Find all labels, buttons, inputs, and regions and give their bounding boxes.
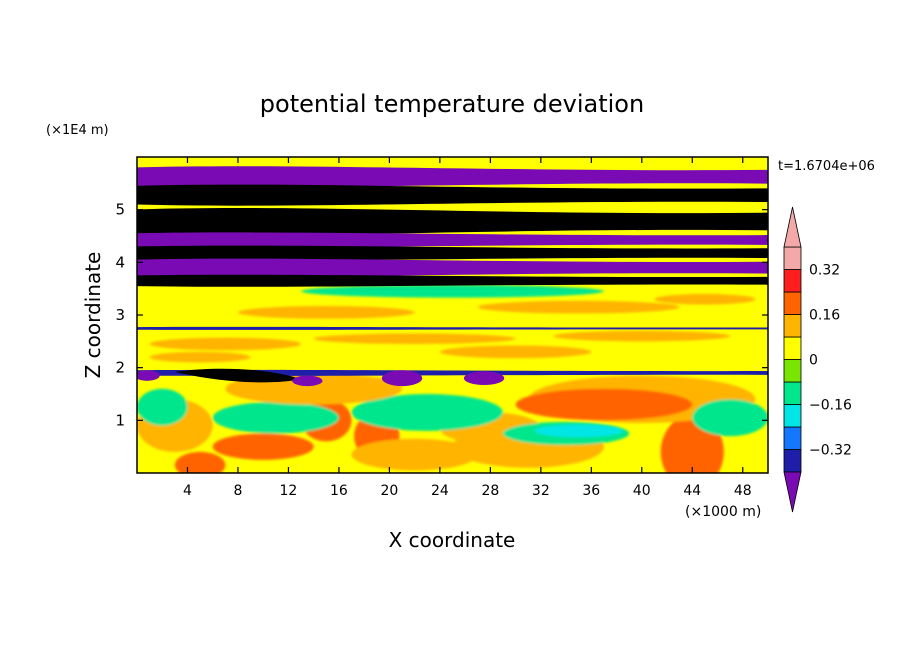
field-band xyxy=(137,166,768,188)
x-tick-label: 4 xyxy=(183,483,192,499)
field-blob xyxy=(439,345,592,359)
colorbar-label: −0.16 xyxy=(809,398,852,414)
x-tick-label: 28 xyxy=(481,483,499,499)
colorbar-segment xyxy=(783,269,802,293)
field-blob xyxy=(292,375,323,387)
y-axis-ticks: 1 2 3 4 5 xyxy=(115,201,768,429)
x-tick-label: 16 xyxy=(330,483,348,499)
field-band xyxy=(137,245,768,261)
y-tick-label: 5 xyxy=(115,201,125,219)
field-blob xyxy=(654,293,756,305)
x-tick-label: 20 xyxy=(380,483,398,499)
colorbar-segment xyxy=(783,359,802,383)
x-tick-label: 12 xyxy=(280,483,298,499)
colorbar-segment xyxy=(783,426,802,450)
y-tick-label: 1 xyxy=(115,411,125,429)
colorbar-bottom-triangle xyxy=(783,471,802,513)
x-axis-unit: (×1000 m) xyxy=(685,504,761,520)
field-blob xyxy=(515,388,693,421)
colorbar-segment xyxy=(783,291,802,315)
y-axis-label: Z coordinate xyxy=(81,252,105,379)
colorbar-top-triangle xyxy=(783,206,802,248)
field-band xyxy=(174,368,302,383)
x-tick-label: 36 xyxy=(582,483,600,499)
colorbar-label: 0.16 xyxy=(809,308,840,324)
field-band xyxy=(137,207,768,236)
field-blob xyxy=(313,333,516,344)
field-blob xyxy=(137,388,188,426)
x-tick-label: 8 xyxy=(233,483,242,499)
colorbar-segment xyxy=(783,404,802,428)
x-tick-label: 44 xyxy=(683,483,701,499)
colorbar-segment xyxy=(783,449,802,473)
time-label: t=1.6704e+06 xyxy=(778,159,875,174)
field-blob xyxy=(149,351,251,363)
field-band xyxy=(137,184,768,206)
field-blob xyxy=(534,424,623,438)
field-blob xyxy=(477,300,680,314)
colorbar-label: 0 xyxy=(809,353,818,369)
field-blob xyxy=(351,394,503,431)
field-blob xyxy=(212,401,339,434)
x-tick-label: 48 xyxy=(734,483,752,499)
field-blob xyxy=(149,337,302,351)
field-band xyxy=(137,258,768,277)
field-band xyxy=(137,326,768,330)
field-blob xyxy=(212,433,314,460)
y-tick-label: 3 xyxy=(115,306,125,324)
x-axis-label: X coordinate xyxy=(389,528,516,552)
colorbar-segment xyxy=(783,246,802,270)
x-tick-label: 40 xyxy=(633,483,651,499)
contour-field xyxy=(137,157,768,473)
field-blob xyxy=(237,306,415,319)
field-blob xyxy=(381,370,423,387)
field-blob xyxy=(692,399,768,437)
field-blob xyxy=(301,284,604,298)
y-tick-label: 2 xyxy=(115,359,125,377)
colorbar-segment xyxy=(783,381,802,405)
x-axis-ticks: 4 8 12 16 20 24 28 32 36 40 44 48 xyxy=(183,157,752,499)
colorbar: 0.32 0.16 0 −0.16 −0.32 xyxy=(783,206,852,513)
field-band xyxy=(137,232,768,248)
field-blob xyxy=(174,451,226,473)
field-blob xyxy=(137,370,160,381)
colorbar-segment xyxy=(783,336,802,360)
field-band xyxy=(137,369,768,376)
x-tick-label: 32 xyxy=(532,483,550,499)
chart-title: potential temperature deviation xyxy=(260,90,644,118)
x-tick-label: 24 xyxy=(431,483,449,499)
field-blob xyxy=(553,330,731,342)
field-band xyxy=(137,274,768,287)
field-blob xyxy=(351,438,478,471)
field-blob xyxy=(463,371,505,386)
y-tick-label: 4 xyxy=(115,253,125,271)
colorbar-label: −0.32 xyxy=(809,443,852,459)
field-bands xyxy=(137,166,768,376)
colorbar-label: 0.32 xyxy=(809,263,840,279)
y-axis-unit: (×1E4 m) xyxy=(46,123,109,138)
colorbar-segment xyxy=(783,314,802,338)
